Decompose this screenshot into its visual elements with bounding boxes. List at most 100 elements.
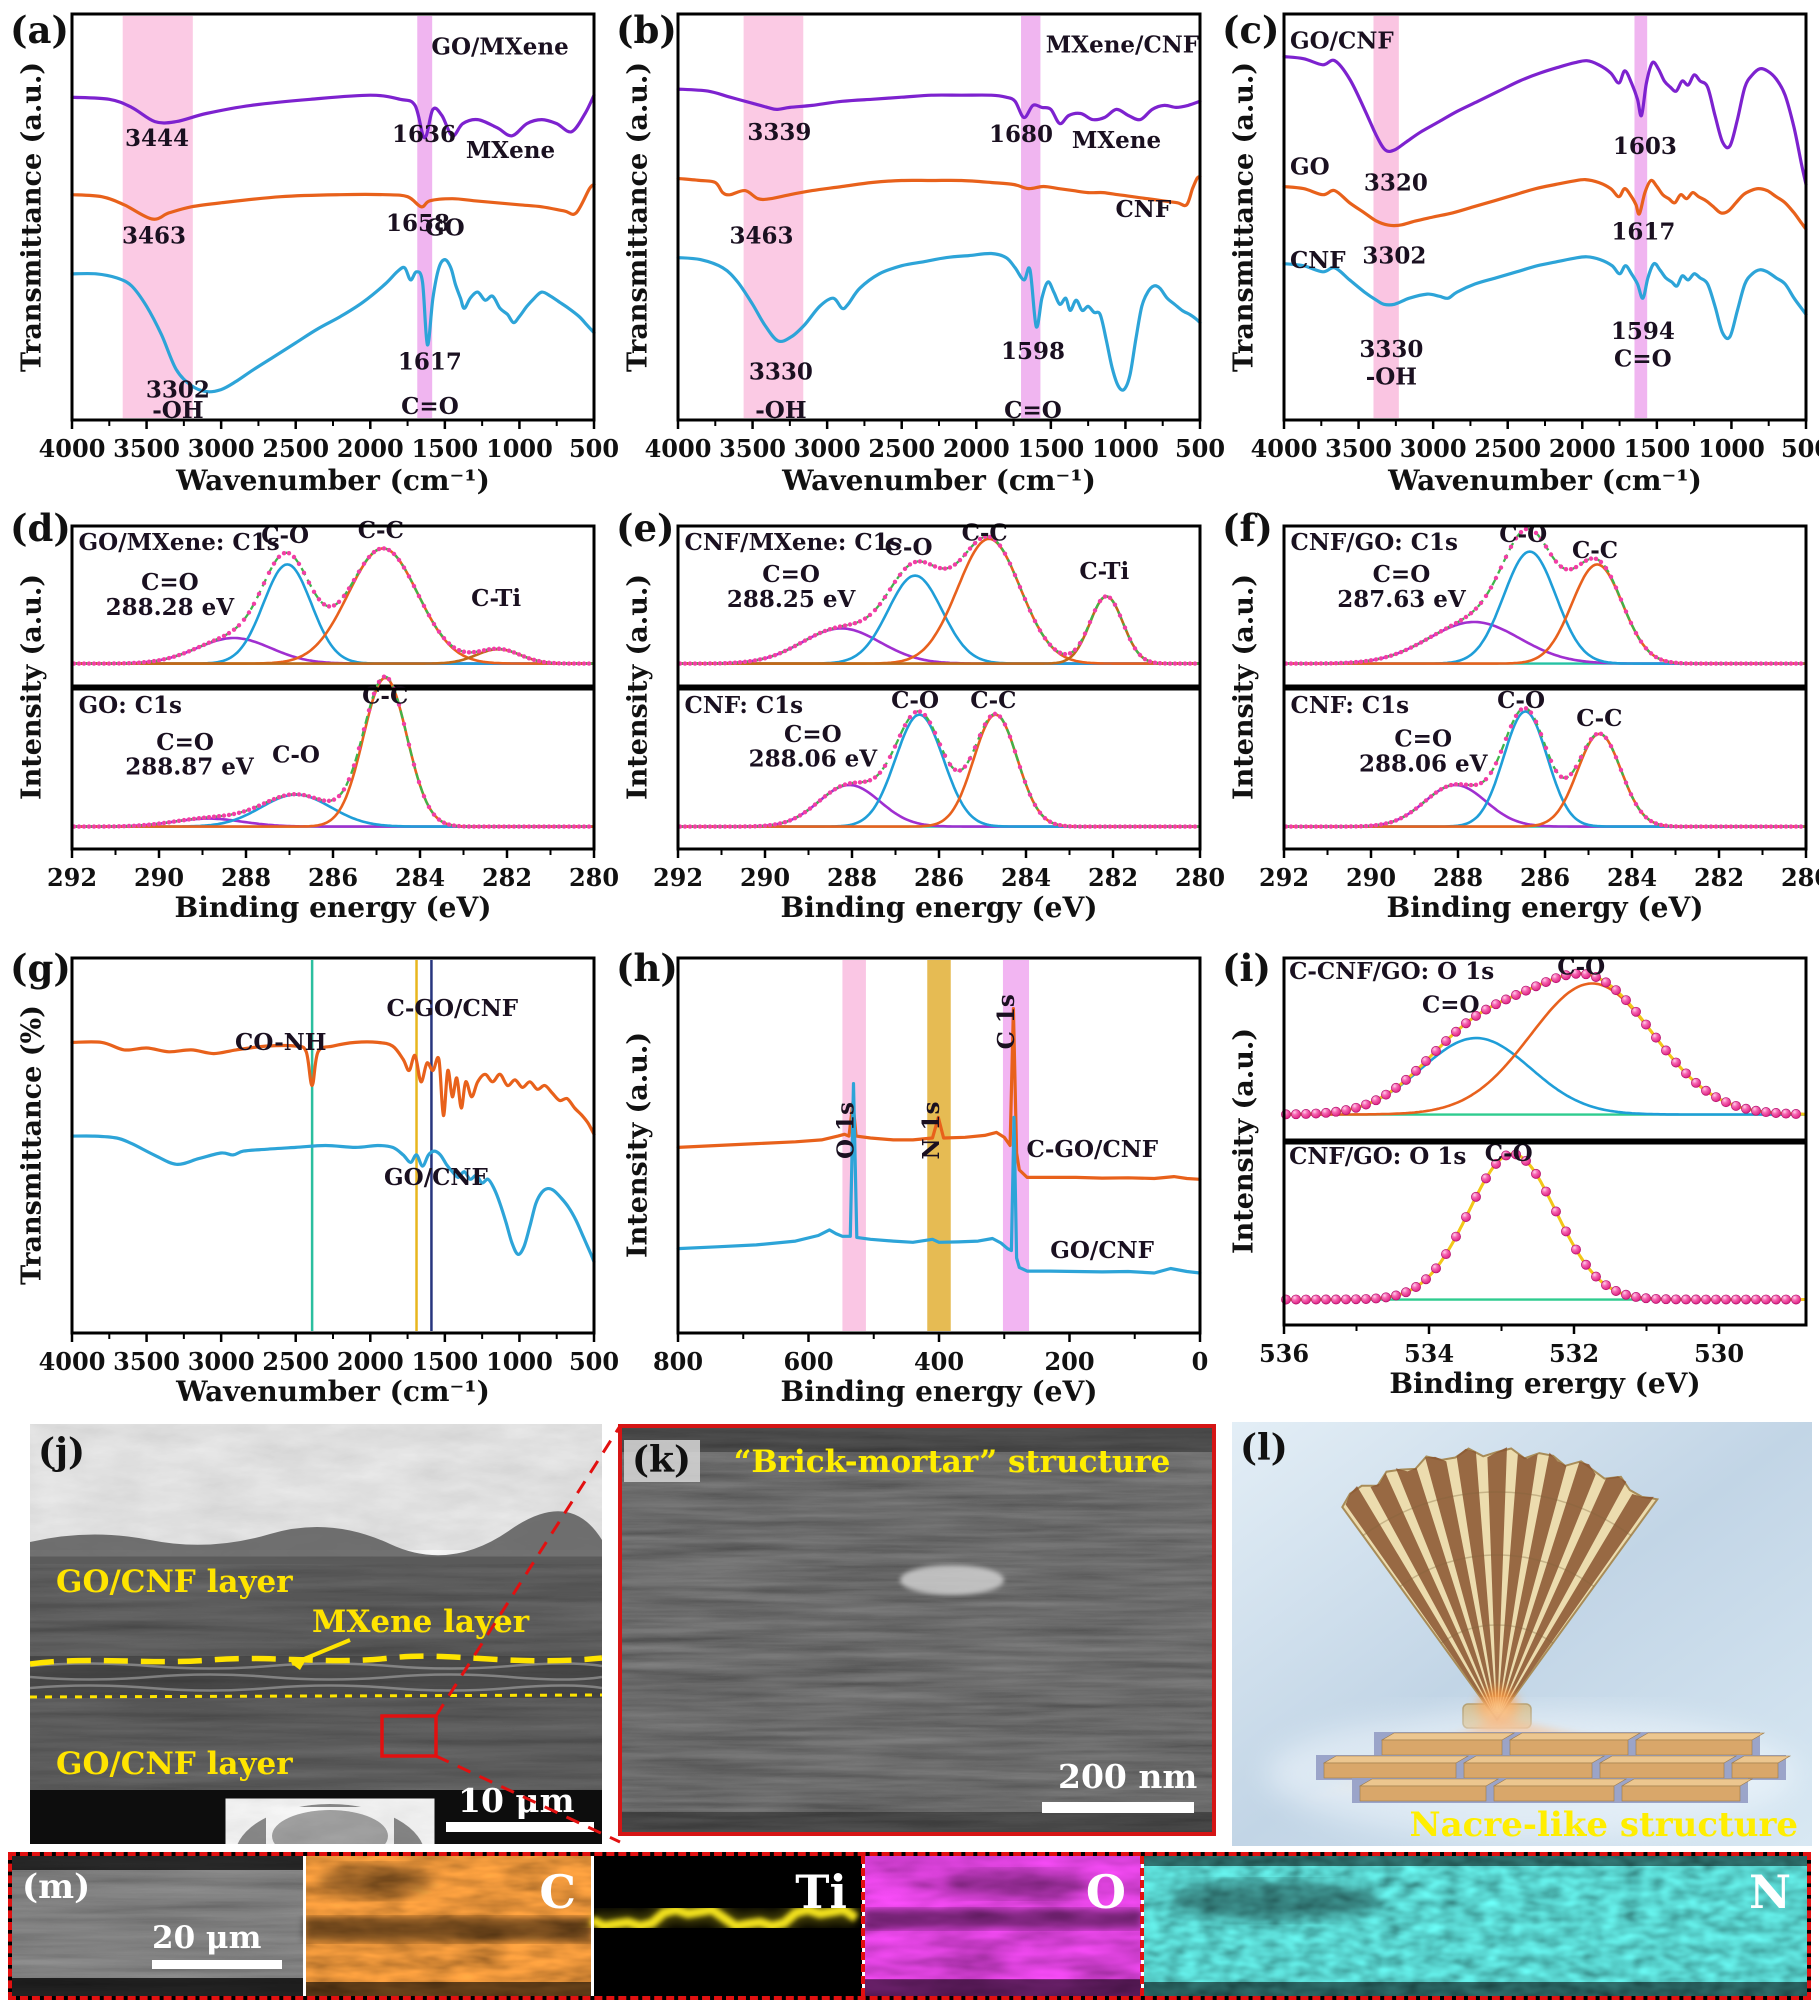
annotation: C-O <box>1485 1140 1533 1167</box>
annotation: C=O <box>1373 561 1431 588</box>
annotation: CNF/GO: C1s <box>1291 529 1459 556</box>
curve-C-GO/CNF <box>676 1007 1202 1181</box>
annotation: GO/CNF <box>1050 1237 1154 1264</box>
panel-b: (b) Transmittance (a.u.) MXene/CNF 3339 MX… <box>614 6 1225 498</box>
arrow-head <box>292 1656 308 1670</box>
panel-label: (b) <box>616 8 677 52</box>
y-axis-label: Transmittance (a.u.) <box>1228 61 1260 373</box>
curve-GO <box>70 258 596 394</box>
x-axis-label: Wavenumber (cm⁻¹) <box>782 464 1096 497</box>
shell-rib <box>1425 1456 1497 1720</box>
xps-survey-plot-h: O 1s N 1s C 1s C-GO/CNF GO/CNF 800 600 400 200 0 <box>653 956 1208 1376</box>
annotation: C=O <box>762 561 820 588</box>
sem-image-j: GO/CNF layer MXene layer GO/CNF layer 10 μm… <box>30 1424 602 1844</box>
panel-label: (j) <box>38 1431 85 1473</box>
curve-GO <box>1282 177 1808 231</box>
annotation: C-GO/CNF <box>387 995 519 1022</box>
shell-rib <box>1497 1476 1627 1720</box>
svg-text:288: 288 <box>221 863 271 892</box>
envelope-dash <box>678 535 1200 665</box>
shell-rib <box>1497 1494 1654 1720</box>
panel-label: (g) <box>10 946 71 990</box>
curve-CNF <box>1282 255 1808 341</box>
brick-top <box>1508 1732 1642 1741</box>
layer-label-bottom: GO/CNF layer <box>56 1746 293 1782</box>
annotation: C 1s <box>993 994 1020 1049</box>
svg-text:284: 284 <box>395 863 445 892</box>
svg-text:3000: 3000 <box>188 1347 255 1376</box>
annotation: MXene <box>466 137 555 164</box>
panel-label: (a) <box>10 8 69 52</box>
annotation: -OH <box>1366 363 1417 390</box>
annotation: CNF <box>1115 196 1171 223</box>
panel-f: (f) Intensity (a.u.) CNF/GO: C1s C-O C-C C=… <box>1220 500 1819 930</box>
svg-text:1500: 1500 <box>411 434 478 463</box>
svg-text:1000: 1000 <box>1092 434 1159 463</box>
annotation: CNF: C1s <box>1291 692 1410 719</box>
svg-text:1500: 1500 <box>411 1347 478 1376</box>
brick-front <box>1381 1739 1503 1756</box>
annotation: 288.06 eV <box>1359 750 1489 777</box>
svg-text:0: 0 <box>1192 1347 1209 1376</box>
sem-cross-section-j: GO/CNF layer MXene layer GO/CNF layer 10 μm… <box>30 1424 602 1844</box>
brick-top <box>1380 1732 1516 1741</box>
nacre-illustration: Nacre-like structure (l) <box>1232 1422 1812 1846</box>
envelope-dots <box>71 546 592 666</box>
brick-mortar-title: “Brick-mortar” structure <box>734 1444 1171 1480</box>
envelope-line <box>1283 972 1806 1116</box>
annotation: C=O <box>1394 726 1452 753</box>
eds-map-C: C <box>304 1856 592 1996</box>
map-separator <box>591 1856 594 1996</box>
curve-GO/CNF <box>1282 55 1808 187</box>
x-axis-label: Binding energy (eV) <box>174 891 492 924</box>
y-axis-label: Transmittance (a.u.) <box>622 61 654 373</box>
scale-bar <box>446 1822 594 1832</box>
element-label: N <box>1749 1865 1791 1919</box>
envelope-dots <box>71 674 592 829</box>
svg-text:3500: 3500 <box>113 434 180 463</box>
annotation: C-GO/CNF <box>1027 1136 1159 1163</box>
panel-label: (d) <box>10 506 71 550</box>
curve-GO/CNF <box>676 1082 1202 1275</box>
red-dashed-separator <box>1140 1856 1144 1996</box>
svg-text:280: 280 <box>1175 863 1225 892</box>
svg-text:3500: 3500 <box>719 434 786 463</box>
annotation: C-C <box>1576 705 1622 732</box>
annotation: 288.87 eV <box>125 754 255 781</box>
sem-texture <box>622 1428 1212 1832</box>
shell-rib <box>1497 1452 1567 1720</box>
brick-top <box>1620 1778 1754 1787</box>
annotation: N 1s <box>918 1102 945 1160</box>
annotation: GO: C1s <box>79 692 182 719</box>
shell-rib <box>1395 1467 1497 1720</box>
svg-text:2000: 2000 <box>337 1347 404 1376</box>
annotation: C-C <box>358 517 404 544</box>
svg-text:534: 534 <box>1404 1339 1454 1368</box>
svg-text:288: 288 <box>827 863 877 892</box>
shell-rib <box>1456 1448 1497 1720</box>
svg-text:4000: 4000 <box>39 1347 106 1376</box>
annotation: CNF/GO: O 1s <box>1289 1143 1466 1170</box>
svg-text:4000: 4000 <box>39 434 106 463</box>
svg-text:1000: 1000 <box>1698 434 1765 463</box>
x-axis-label: Wavenumber (cm⁻¹) <box>176 1375 490 1408</box>
svg-text:1500: 1500 <box>1623 434 1690 463</box>
brick-top <box>1322 1755 1470 1764</box>
svg-text:3000: 3000 <box>188 434 255 463</box>
element-label: Ti <box>795 1865 847 1919</box>
annotation: C-Ti <box>1079 558 1129 585</box>
annotation: 288.28 eV <box>106 594 236 621</box>
svg-text:3000: 3000 <box>1400 434 1467 463</box>
x-axis-label: Binding energy (eV) <box>780 1375 1098 1408</box>
svg-text:290: 290 <box>740 863 790 892</box>
shell-rib <box>1487 1447 1507 1720</box>
annotation: C-Ti <box>471 585 521 612</box>
svg-text:2000: 2000 <box>337 434 404 463</box>
annotation: C-O <box>272 742 320 769</box>
annotation: 3302 <box>146 377 210 404</box>
y-axis-label: Intensity (a.u.) <box>1228 573 1260 801</box>
scale-bar <box>1042 1802 1194 1813</box>
